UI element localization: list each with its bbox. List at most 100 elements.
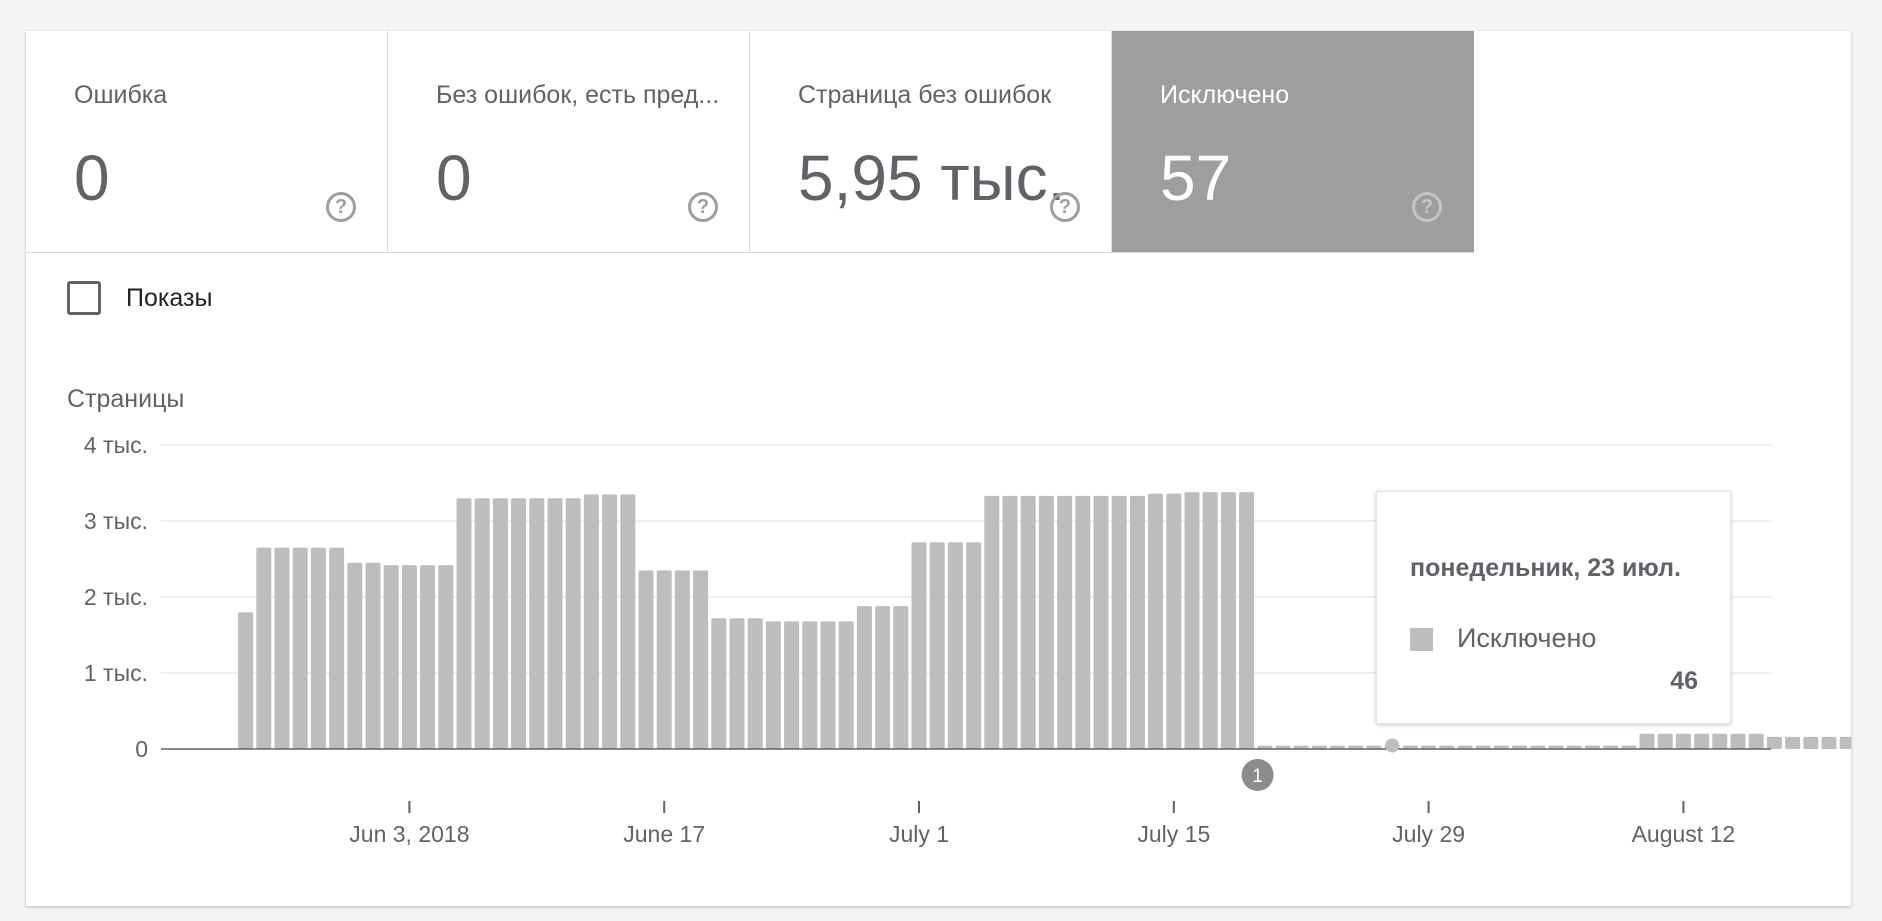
bar [747, 618, 763, 749]
bar [420, 565, 436, 749]
bar [256, 547, 272, 749]
bar [1202, 492, 1218, 749]
bar [1839, 736, 1851, 749]
bar [674, 570, 690, 749]
x-tick-label: August 12 [1632, 821, 1736, 847]
bar [929, 542, 945, 749]
annotation-marker [1241, 759, 1274, 791]
bar [1020, 495, 1036, 749]
bar [383, 565, 399, 749]
bar [1166, 493, 1182, 749]
bar [1311, 745, 1327, 749]
help-icon[interactable]: ? [326, 192, 356, 222]
bar [1621, 745, 1637, 749]
bar [474, 498, 490, 749]
bar [838, 621, 854, 749]
help-icon[interactable]: ? [1412, 192, 1442, 222]
bar [583, 494, 599, 749]
bar [1093, 495, 1109, 749]
bar [1057, 495, 1073, 749]
bar [1584, 745, 1600, 749]
impressions-label: Показы [126, 283, 213, 312]
tooltip-value: 46 [1670, 667, 1698, 695]
tile-valid-value: 5,95 тыс. [798, 142, 1066, 214]
bar [347, 562, 363, 749]
bar [1748, 733, 1764, 749]
bar [1766, 736, 1782, 749]
bar [1348, 745, 1364, 749]
bar [875, 606, 891, 749]
bar [529, 498, 545, 749]
bar [1712, 733, 1728, 749]
x-tick-label: July 1 [889, 821, 949, 847]
bar [1475, 745, 1491, 749]
bar [1257, 745, 1273, 749]
bar [329, 547, 345, 749]
bar [1785, 736, 1801, 749]
bar [511, 498, 527, 749]
help-icon[interactable]: ? [1050, 192, 1080, 222]
bar [1075, 495, 1091, 749]
bar [1421, 745, 1437, 749]
bar [984, 495, 1000, 749]
y-tick-label: 2 тыс. [84, 584, 148, 610]
bar [1512, 745, 1528, 749]
bar [1366, 745, 1382, 749]
report-card: Ошибка 0 ? Без ошибок, есть пред... 0 ? … [26, 31, 1851, 906]
impressions-toggle[interactable]: Показы [67, 281, 212, 315]
bar [911, 542, 927, 749]
bar [1548, 745, 1564, 749]
tooltip-series-swatch [1410, 628, 1433, 651]
bar [1675, 733, 1691, 749]
y-axis-title: Страницы [67, 385, 185, 413]
bar [456, 498, 472, 749]
bar [1402, 745, 1418, 749]
x-tick-label: Jun 3, 2018 [349, 821, 469, 847]
bar [438, 565, 454, 749]
impressions-checkbox[interactable] [67, 281, 101, 315]
highlight-point [1385, 738, 1400, 753]
bar [1111, 495, 1127, 749]
bar [492, 498, 508, 749]
bar [1330, 745, 1346, 749]
bar [238, 612, 254, 749]
bar [620, 494, 636, 749]
bar [401, 565, 417, 749]
x-tick-label: July 29 [1392, 821, 1465, 847]
bar-chart: 0 1 тыс. 2 тыс. 3 тыс. 4 тыс. Jun 3, 2018 June… [84, 432, 1851, 847]
x-tick-label: June 17 [623, 821, 705, 847]
bar [1038, 495, 1054, 749]
bar [893, 606, 909, 749]
bar [547, 498, 563, 749]
bar [711, 618, 727, 749]
tile-excluded[interactable]: Исключено 57 ? [1112, 31, 1474, 252]
bar [1530, 745, 1546, 749]
bar [602, 494, 618, 749]
bar [1184, 492, 1200, 749]
bar [656, 570, 672, 749]
bar [1493, 745, 1509, 749]
tile-warning-value: 0 [436, 142, 472, 214]
tile-error[interactable]: Ошибка 0 ? [26, 31, 388, 252]
bar [1239, 492, 1255, 749]
y-tick-label: 0 [135, 736, 148, 762]
help-icon[interactable]: ? [688, 192, 718, 222]
tile-warning[interactable]: Без ошибок, есть пред... 0 ? [388, 31, 750, 252]
bar [1129, 495, 1145, 749]
tooltip-date: понедельник, 23 июл. [1410, 554, 1681, 582]
y-tick-label: 1 тыс. [84, 660, 148, 686]
chart-tooltip: понедельник, 23 июл. Исключено 46 [1376, 491, 1731, 724]
bar [1002, 495, 1018, 749]
tooltip-series-name: Исключено [1457, 623, 1597, 653]
bar [729, 618, 745, 749]
bar [1148, 493, 1164, 749]
bar [1803, 736, 1819, 749]
bar [693, 570, 709, 749]
tile-excluded-value: 57 [1160, 142, 1232, 214]
bar [1275, 745, 1291, 749]
bar [1657, 733, 1673, 749]
bar [565, 498, 581, 749]
bar [1603, 745, 1619, 749]
bar [1457, 745, 1473, 749]
tile-valid[interactable]: Страница без ошибок 5,95 тыс. ? [750, 31, 1112, 252]
